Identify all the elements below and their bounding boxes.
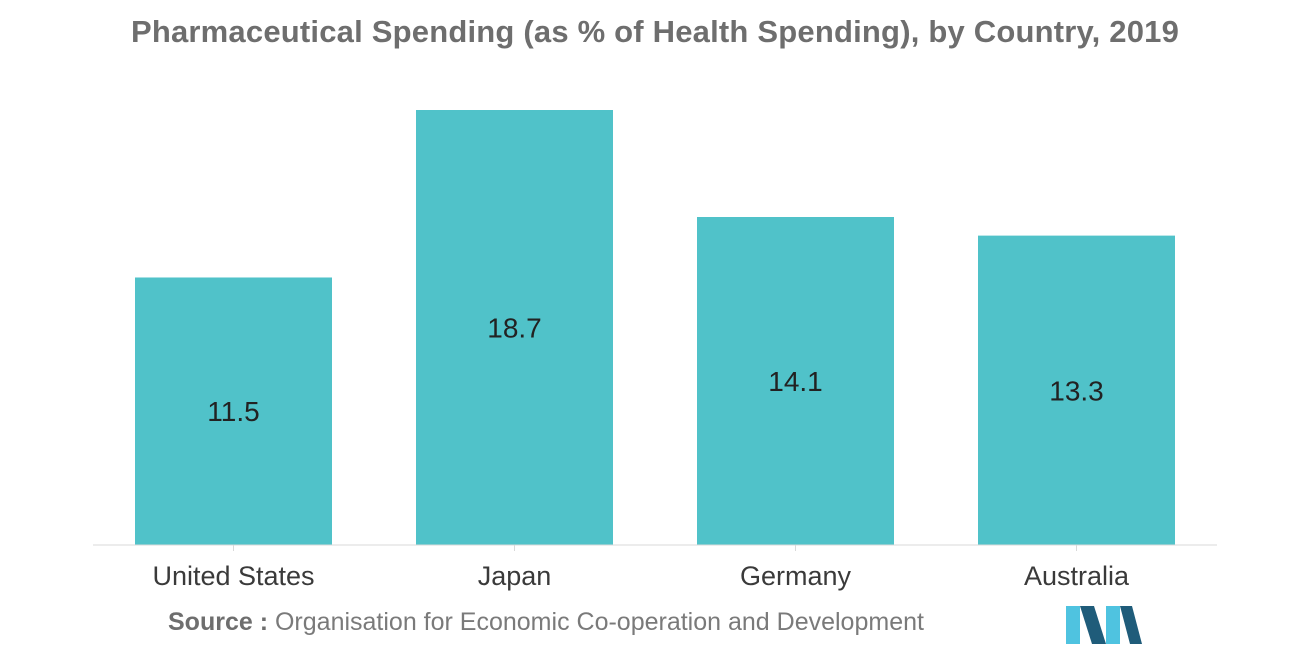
x-tick-label: Germany: [740, 561, 852, 591]
data-label: 11.5: [207, 396, 259, 427]
labels-layer: 11.5 United States 18.7 Japan 14.1 Germany 13.…: [152, 313, 1130, 592]
bar-japan: [416, 110, 613, 545]
bars-layer: [135, 110, 1175, 545]
source-text: Organisation for Economic Co-operation a…: [274, 608, 924, 636]
source-label: Source :: [168, 608, 269, 636]
data-label: 13.3: [1049, 375, 1104, 406]
bar-australia: [978, 235, 1175, 545]
x-axis: [93, 544, 1217, 551]
chart-title: Pharmaceutical Spending (as % of Health …: [130, 14, 1180, 49]
data-label: 14.1: [768, 366, 823, 397]
bar-united-states: [135, 277, 332, 545]
x-tick-label: Japan: [478, 561, 552, 591]
x-tick-label: Australia: [1024, 561, 1130, 591]
brand-logo-icon: [1066, 606, 1142, 644]
data-label: 18.7: [487, 313, 542, 344]
source-line: Source : Organisation for Economic Co-op…: [168, 608, 924, 637]
bar-germany: [697, 217, 894, 545]
x-tick-label: United States: [152, 561, 314, 591]
